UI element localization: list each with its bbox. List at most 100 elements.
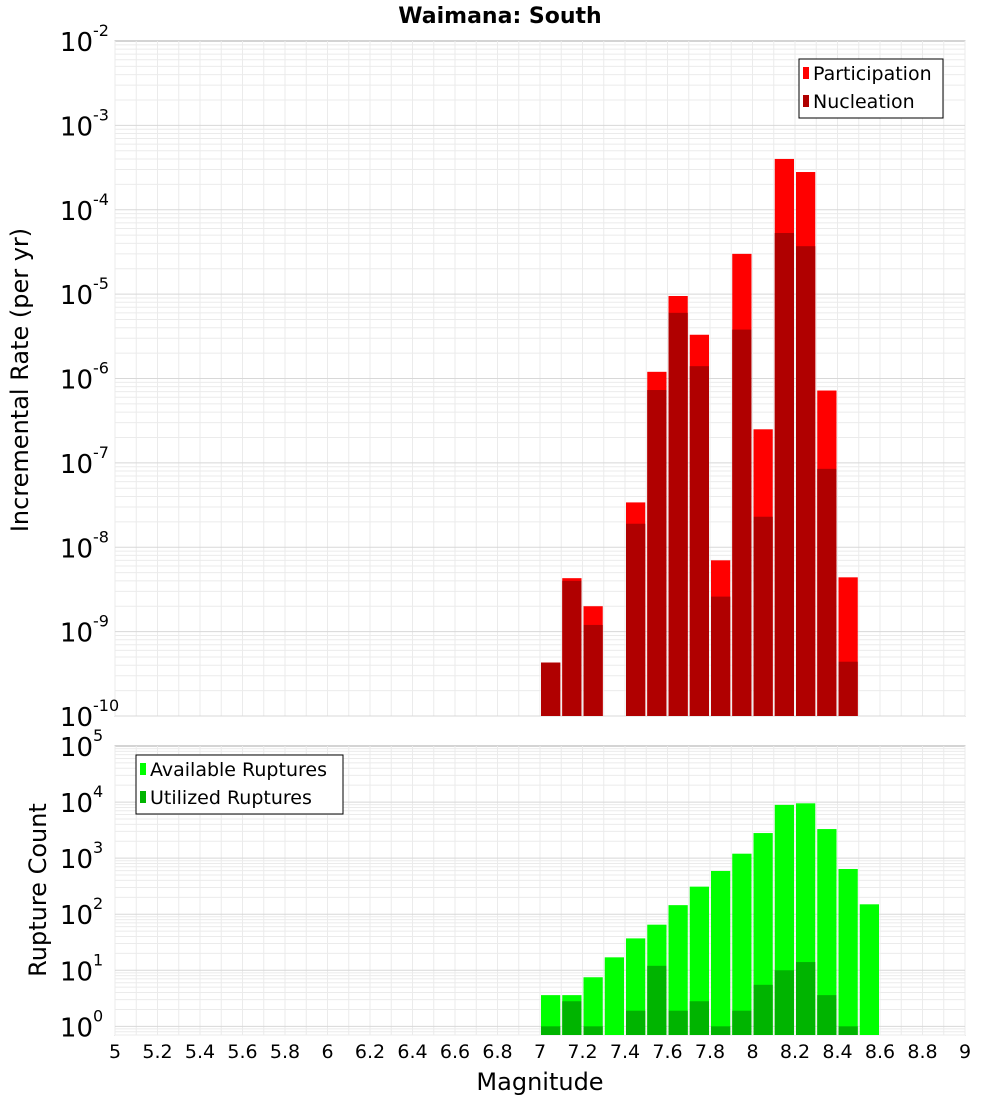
top-y-axis-label: Incremental Rate (per yr) [6, 228, 34, 532]
bar-nucleation [583, 624, 603, 716]
bottom-legend-box [135, 754, 344, 815]
y-tick-base: 10 [60, 197, 93, 227]
bottom-legend: Available Ruptures Utilized Ruptures [135, 754, 344, 815]
bar-available-ruptures [753, 833, 773, 1035]
x-tick-label: 5.2 [142, 1041, 172, 1063]
bar-utilized-ruptures [838, 1026, 858, 1035]
legend-label-utilized: Utilized Ruptures [150, 787, 312, 809]
x-tick-label: 8.2 [780, 1041, 810, 1063]
bar-utilized-ruptures [753, 984, 773, 1035]
x-tick-label: 8.8 [907, 1041, 937, 1063]
top-bars [541, 158, 858, 717]
y-tick-exponent: -10 [93, 696, 119, 715]
x-axis-label: Magnitude [476, 1068, 603, 1096]
bar-utilized-ruptures [583, 1026, 603, 1035]
x-tick-label: 6.2 [355, 1041, 385, 1063]
y-tick-exponent: 0 [93, 1006, 103, 1025]
bar-available-ruptures [583, 977, 603, 1035]
y-tick-exponent: -5 [93, 274, 109, 293]
y-tick-label: -210 [60, 21, 109, 58]
y-tick-base: 10 [60, 703, 93, 733]
bar-nucleation [668, 312, 688, 716]
bar-available-ruptures [604, 957, 624, 1035]
y-tick-base: 10 [60, 957, 93, 987]
bar-available-ruptures [711, 870, 731, 1035]
bar-nucleation [732, 329, 752, 716]
y-tick-exponent: 3 [93, 838, 103, 857]
y-tick-base: 10 [60, 1013, 93, 1043]
y-tick-label: 510 [60, 726, 103, 763]
y-tick-base: 10 [60, 534, 93, 564]
y-tick-exponent: -9 [93, 612, 109, 631]
y-tick-base: 10 [60, 28, 93, 58]
y-tick-label: -910 [60, 612, 109, 649]
bar-nucleation [647, 390, 667, 716]
y-tick-label: 110 [60, 950, 103, 987]
bar-available-ruptures [817, 829, 837, 1035]
y-tick-label: -510 [60, 274, 109, 311]
bar-available-ruptures [668, 905, 688, 1035]
x-tick-label: 5.4 [185, 1041, 215, 1063]
x-tick-label: 5.6 [227, 1041, 257, 1063]
bar-utilized-ruptures [541, 1026, 561, 1035]
top-legend: Participation Nucleation [798, 58, 944, 119]
bar-nucleation [541, 662, 561, 716]
bar-utilized-ruptures [796, 962, 816, 1035]
x-tick-label: 5 [109, 1041, 121, 1063]
y-tick-label: -810 [60, 527, 109, 564]
bar-nucleation [817, 468, 837, 716]
y-tick-base: 10 [60, 112, 93, 142]
y-tick-base: 10 [60, 845, 93, 875]
x-tick-label: 6.6 [440, 1041, 470, 1063]
y-tick-base: 10 [60, 901, 93, 931]
y-tick-exponent: 4 [93, 782, 103, 801]
y-tick-label: -310 [60, 105, 109, 142]
x-tick-label: 8 [746, 1041, 758, 1063]
x-tick-label: 7.8 [695, 1041, 725, 1063]
x-tick-label: 7 [534, 1041, 546, 1063]
y-tick-exponent: -2 [93, 21, 109, 40]
x-tick-label: 7.4 [610, 1041, 640, 1063]
y-tick-base: 10 [60, 733, 93, 763]
bar-nucleation [753, 516, 773, 716]
x-tick-labels: 5 5.2 5.4 5.6 5.8 6 6.2 6.4 6.6 6.8 7 7.2 7.4 7.6 7.8 8… [109, 1041, 971, 1063]
bar-nucleation [689, 366, 709, 716]
bar-utilized-ruptures [711, 1026, 731, 1035]
x-tick-label: 6 [321, 1041, 333, 1063]
y-tick-label: -610 [60, 359, 109, 396]
x-tick-label: 6.8 [482, 1041, 512, 1063]
top-gridlines [114, 41, 966, 717]
bar-available-ruptures [838, 868, 858, 1035]
bar-utilized-ruptures [626, 1010, 646, 1035]
y-tick-label: 010 [60, 1006, 103, 1043]
bar-utilized-ruptures [774, 970, 794, 1035]
legend-swatch-participation [803, 67, 809, 79]
y-tick-label: 410 [60, 782, 103, 819]
bar-nucleation [838, 661, 858, 716]
y-tick-label: 210 [60, 894, 103, 931]
y-tick-exponent: 2 [93, 894, 103, 913]
bottom-bars [541, 803, 879, 1035]
bar-nucleation [796, 246, 816, 716]
y-tick-exponent: -6 [93, 359, 109, 378]
y-tick-exponent: -3 [93, 105, 109, 124]
bar-utilized-ruptures [689, 1001, 709, 1035]
bar-utilized-ruptures [647, 965, 667, 1035]
y-tick-base: 10 [60, 450, 93, 480]
x-tick-label: 7.6 [652, 1041, 682, 1063]
y-tick-exponent: -7 [93, 443, 109, 462]
top-legend-box [798, 58, 944, 119]
y-tick-exponent: 5 [93, 726, 103, 745]
legend-label-nucleation: Nucleation [813, 91, 915, 113]
x-tick-label: 6.4 [397, 1041, 427, 1063]
x-tick-label: 5.8 [270, 1041, 300, 1063]
bar-nucleation [711, 596, 731, 716]
bar-utilized-ruptures [732, 1010, 752, 1035]
bar-nucleation [626, 523, 646, 716]
bar-available-ruptures [859, 904, 879, 1035]
y-tick-base: 10 [60, 366, 93, 396]
